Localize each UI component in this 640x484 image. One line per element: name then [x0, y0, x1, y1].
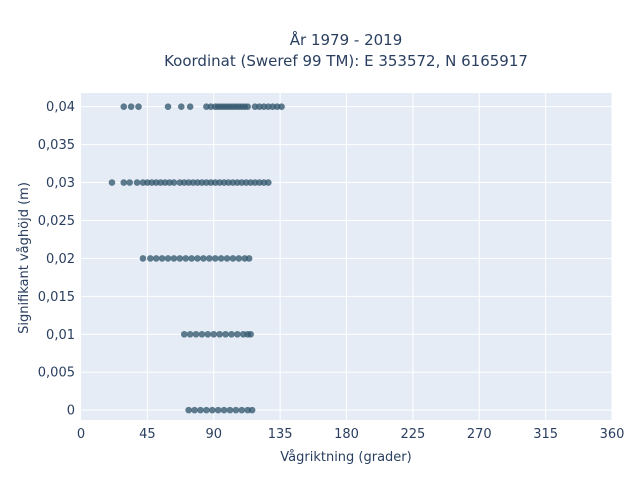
data-point — [164, 255, 172, 262]
x-tick-label: 360 — [600, 427, 625, 442]
data-point — [194, 255, 201, 262]
x-tick-label: 135 — [268, 427, 293, 442]
data-point — [200, 255, 207, 262]
data-point — [238, 406, 246, 414]
data-point — [139, 255, 147, 262]
data-point — [178, 103, 185, 110]
data-point — [222, 330, 229, 338]
x-tick-label: 90 — [205, 427, 222, 442]
data-point — [176, 255, 184, 262]
x-tick-label: 225 — [400, 427, 425, 442]
data-point — [214, 406, 222, 414]
y-tick-label: 0,03 — [46, 176, 75, 191]
data-point — [278, 103, 285, 110]
chart-title-line2: Koordinat (Sweref 99 TM): E 353572, N 61… — [164, 52, 528, 70]
data-point — [211, 255, 219, 262]
x-tick-label: 0 — [77, 427, 85, 442]
x-tick-label: 45 — [139, 427, 156, 442]
data-point — [188, 255, 195, 262]
x-tick-label: 270 — [467, 427, 492, 442]
data-point — [197, 406, 204, 414]
y-axis-title: Signifikant våghöjd (m) — [17, 182, 32, 334]
data-point — [216, 330, 223, 338]
data-point — [108, 179, 116, 186]
y-tick-label: 0,035 — [38, 138, 75, 153]
data-point — [245, 255, 253, 262]
data-point — [228, 330, 235, 338]
data-point — [186, 330, 194, 338]
data-point — [182, 255, 190, 262]
data-point — [158, 255, 166, 262]
data-point — [223, 255, 231, 262]
y-tick-label: 0,01 — [46, 328, 75, 343]
data-point — [164, 103, 172, 110]
y-tick-label: 0,04 — [46, 100, 75, 115]
data-point — [235, 255, 243, 262]
data-point — [185, 406, 192, 414]
data-point — [234, 330, 241, 338]
y-tick-label: 0,005 — [38, 366, 75, 381]
data-point — [244, 103, 251, 110]
data-point — [120, 103, 128, 110]
data-point — [170, 179, 178, 186]
data-point — [191, 406, 198, 414]
data-point — [265, 179, 272, 186]
y-tick-label: 0,015 — [38, 290, 75, 305]
data-point — [208, 406, 216, 414]
data-point — [120, 179, 128, 186]
data-point — [232, 406, 240, 414]
data-point — [133, 179, 141, 186]
data-point — [147, 255, 154, 262]
data-point — [203, 406, 210, 414]
data-point — [210, 330, 218, 338]
data-point — [248, 406, 256, 414]
data-point — [229, 255, 237, 262]
chart-title-line1: År 1979 - 2019 — [290, 30, 403, 49]
x-axis-title: Vågriktning (grader) — [280, 450, 411, 465]
data-point — [126, 179, 133, 186]
data-point — [186, 103, 194, 110]
data-point — [226, 406, 234, 414]
y-tick-label: 0,02 — [46, 252, 75, 267]
y-tick-label: 0 — [67, 404, 75, 419]
plot-area: 0 45 90 135 180 225 270 315 360 0 0,005 0,01 0,015 0,… — [38, 93, 625, 442]
data-point — [206, 255, 213, 262]
data-point — [198, 330, 206, 338]
data-point — [170, 255, 178, 262]
x-tick-label: 180 — [334, 427, 359, 442]
y-tick-label: 0,025 — [38, 214, 75, 229]
data-point — [217, 255, 225, 262]
data-point — [247, 330, 254, 338]
data-point — [192, 330, 200, 338]
data-point — [204, 330, 212, 338]
x-tick-label: 315 — [533, 427, 558, 442]
data-point — [135, 103, 142, 110]
data-point — [152, 255, 160, 262]
data-point — [220, 406, 228, 414]
data-point — [180, 330, 188, 338]
data-point — [127, 103, 135, 110]
